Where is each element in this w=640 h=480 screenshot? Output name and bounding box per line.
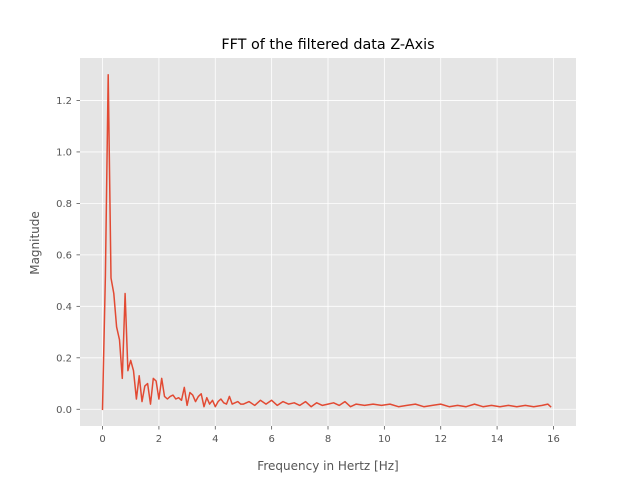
x-tick-label: 8 <box>325 434 331 445</box>
y-tick-label: 0.2 <box>56 353 72 364</box>
y-tick-label: 0.4 <box>56 302 72 313</box>
y-tick-label: 0.0 <box>56 405 72 416</box>
series-layer <box>101 73 552 411</box>
x-tick-label: 0 <box>99 434 105 445</box>
y-tick-label: 1.2 <box>56 96 72 107</box>
y-tick-label: 0.8 <box>56 199 72 210</box>
x-tick-label: 10 <box>378 434 391 445</box>
x-tick-label: 14 <box>491 434 504 445</box>
x-tick-label: 2 <box>156 434 162 445</box>
y-axis-label: Magnitude <box>28 211 42 275</box>
x-axis-label: Frequency in Hertz [Hz] <box>257 459 398 473</box>
axis-ticks: 0 2 4 6 8 10 12 14 16 0.0 0.2 0.4 0.6 0.8 1.0 1.2 <box>56 96 560 445</box>
series-line <box>101 73 552 411</box>
grid-lines <box>80 58 576 426</box>
x-tick-label: 6 <box>268 434 274 445</box>
x-tick-label: 4 <box>212 434 218 445</box>
x-tick-label: 12 <box>434 434 447 445</box>
x-tick-label: 16 <box>547 434 560 445</box>
y-tick-label: 1.0 <box>56 147 72 158</box>
y-tick-label: 0.6 <box>56 250 72 261</box>
chart-title: FFT of the filtered data Z-Axis <box>221 37 434 53</box>
